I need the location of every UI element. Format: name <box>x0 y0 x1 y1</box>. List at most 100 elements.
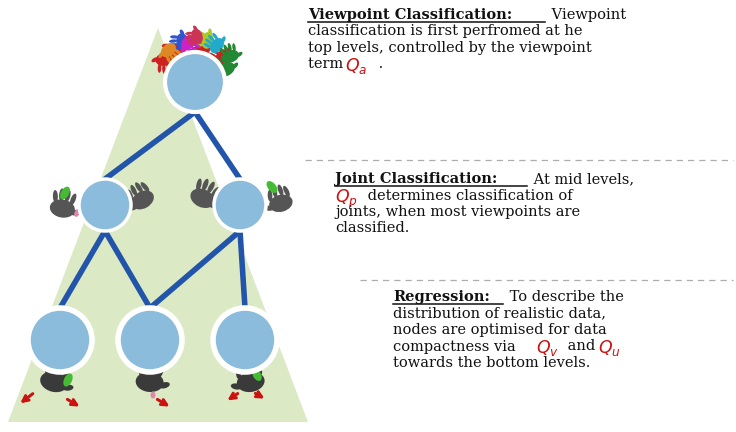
Ellipse shape <box>172 57 177 68</box>
Ellipse shape <box>193 43 201 48</box>
Circle shape <box>28 308 92 372</box>
Text: nodes are optimised for data: nodes are optimised for data <box>393 323 606 337</box>
Text: $Q_v$: $Q_v$ <box>536 339 559 359</box>
Ellipse shape <box>220 48 225 55</box>
Ellipse shape <box>224 44 228 52</box>
Ellipse shape <box>218 62 235 76</box>
Ellipse shape <box>227 43 232 51</box>
Ellipse shape <box>158 364 164 378</box>
Ellipse shape <box>208 182 215 193</box>
Ellipse shape <box>178 57 183 67</box>
Ellipse shape <box>201 32 213 49</box>
Ellipse shape <box>208 35 214 41</box>
Ellipse shape <box>248 360 255 373</box>
Ellipse shape <box>226 55 230 64</box>
Ellipse shape <box>227 46 231 54</box>
Ellipse shape <box>185 35 192 39</box>
Ellipse shape <box>71 210 80 216</box>
Text: $Q_u$: $Q_u$ <box>598 339 621 359</box>
Ellipse shape <box>213 62 220 69</box>
Ellipse shape <box>159 382 170 388</box>
Ellipse shape <box>236 365 241 379</box>
Ellipse shape <box>188 47 197 53</box>
Ellipse shape <box>173 52 179 59</box>
Ellipse shape <box>237 372 264 392</box>
Ellipse shape <box>170 55 175 62</box>
Ellipse shape <box>268 190 272 202</box>
Ellipse shape <box>138 362 144 376</box>
Ellipse shape <box>150 391 155 398</box>
Ellipse shape <box>189 41 196 46</box>
Ellipse shape <box>264 206 274 211</box>
Ellipse shape <box>152 57 158 62</box>
Ellipse shape <box>196 178 202 191</box>
Ellipse shape <box>195 35 203 39</box>
Ellipse shape <box>141 182 149 191</box>
Text: Viewpoint: Viewpoint <box>547 8 626 22</box>
Ellipse shape <box>207 58 216 63</box>
Ellipse shape <box>255 362 262 375</box>
Ellipse shape <box>181 35 194 51</box>
Ellipse shape <box>252 369 262 381</box>
Text: At mid levels,: At mid levels, <box>529 172 634 186</box>
Ellipse shape <box>45 361 50 375</box>
Text: classified.: classified. <box>335 222 409 235</box>
Ellipse shape <box>186 39 194 43</box>
Ellipse shape <box>193 34 200 39</box>
Ellipse shape <box>191 29 203 44</box>
Ellipse shape <box>242 361 247 375</box>
Ellipse shape <box>283 186 290 197</box>
Text: joints, when most viewpoints are: joints, when most viewpoints are <box>335 205 580 219</box>
Ellipse shape <box>202 179 208 191</box>
Ellipse shape <box>223 50 239 63</box>
Text: Viewpoint Classification:: Viewpoint Classification: <box>308 8 512 22</box>
Ellipse shape <box>135 372 163 392</box>
Ellipse shape <box>194 39 202 43</box>
Ellipse shape <box>185 32 193 35</box>
Ellipse shape <box>170 35 178 38</box>
Text: Regression:: Regression: <box>393 290 490 304</box>
Ellipse shape <box>50 200 75 218</box>
Ellipse shape <box>53 190 58 203</box>
Ellipse shape <box>191 46 198 52</box>
Circle shape <box>214 179 266 231</box>
Ellipse shape <box>158 52 163 58</box>
Text: and: and <box>563 340 600 353</box>
Ellipse shape <box>277 184 283 196</box>
Ellipse shape <box>174 49 181 55</box>
Ellipse shape <box>216 58 222 66</box>
Text: compactness via: compactness via <box>393 340 520 353</box>
Text: classification is first perfromed at he: classification is first perfromed at he <box>308 25 582 38</box>
Ellipse shape <box>211 187 219 197</box>
Ellipse shape <box>180 47 184 53</box>
Ellipse shape <box>52 359 57 373</box>
Ellipse shape <box>132 191 154 210</box>
Ellipse shape <box>194 36 210 54</box>
Ellipse shape <box>266 181 277 193</box>
Ellipse shape <box>155 53 174 66</box>
Ellipse shape <box>197 31 205 35</box>
Ellipse shape <box>172 47 180 51</box>
Text: To describe the: To describe the <box>505 290 624 304</box>
Ellipse shape <box>65 190 71 202</box>
Text: distribution of realistic data,: distribution of realistic data, <box>393 306 606 321</box>
Circle shape <box>79 179 131 231</box>
Ellipse shape <box>162 44 170 48</box>
Ellipse shape <box>187 42 196 48</box>
Ellipse shape <box>130 185 137 196</box>
Ellipse shape <box>158 64 161 73</box>
Ellipse shape <box>127 190 133 201</box>
Ellipse shape <box>215 49 230 67</box>
Ellipse shape <box>215 44 222 52</box>
Ellipse shape <box>63 384 74 391</box>
Ellipse shape <box>162 65 166 74</box>
Ellipse shape <box>70 194 77 205</box>
Ellipse shape <box>152 360 158 374</box>
Ellipse shape <box>269 194 293 212</box>
Ellipse shape <box>231 384 241 390</box>
Text: top levels, controlled by the viewpoint: top levels, controlled by the viewpoint <box>308 41 592 55</box>
Ellipse shape <box>163 53 169 62</box>
Ellipse shape <box>63 366 71 379</box>
Ellipse shape <box>177 33 188 50</box>
Ellipse shape <box>128 205 137 210</box>
